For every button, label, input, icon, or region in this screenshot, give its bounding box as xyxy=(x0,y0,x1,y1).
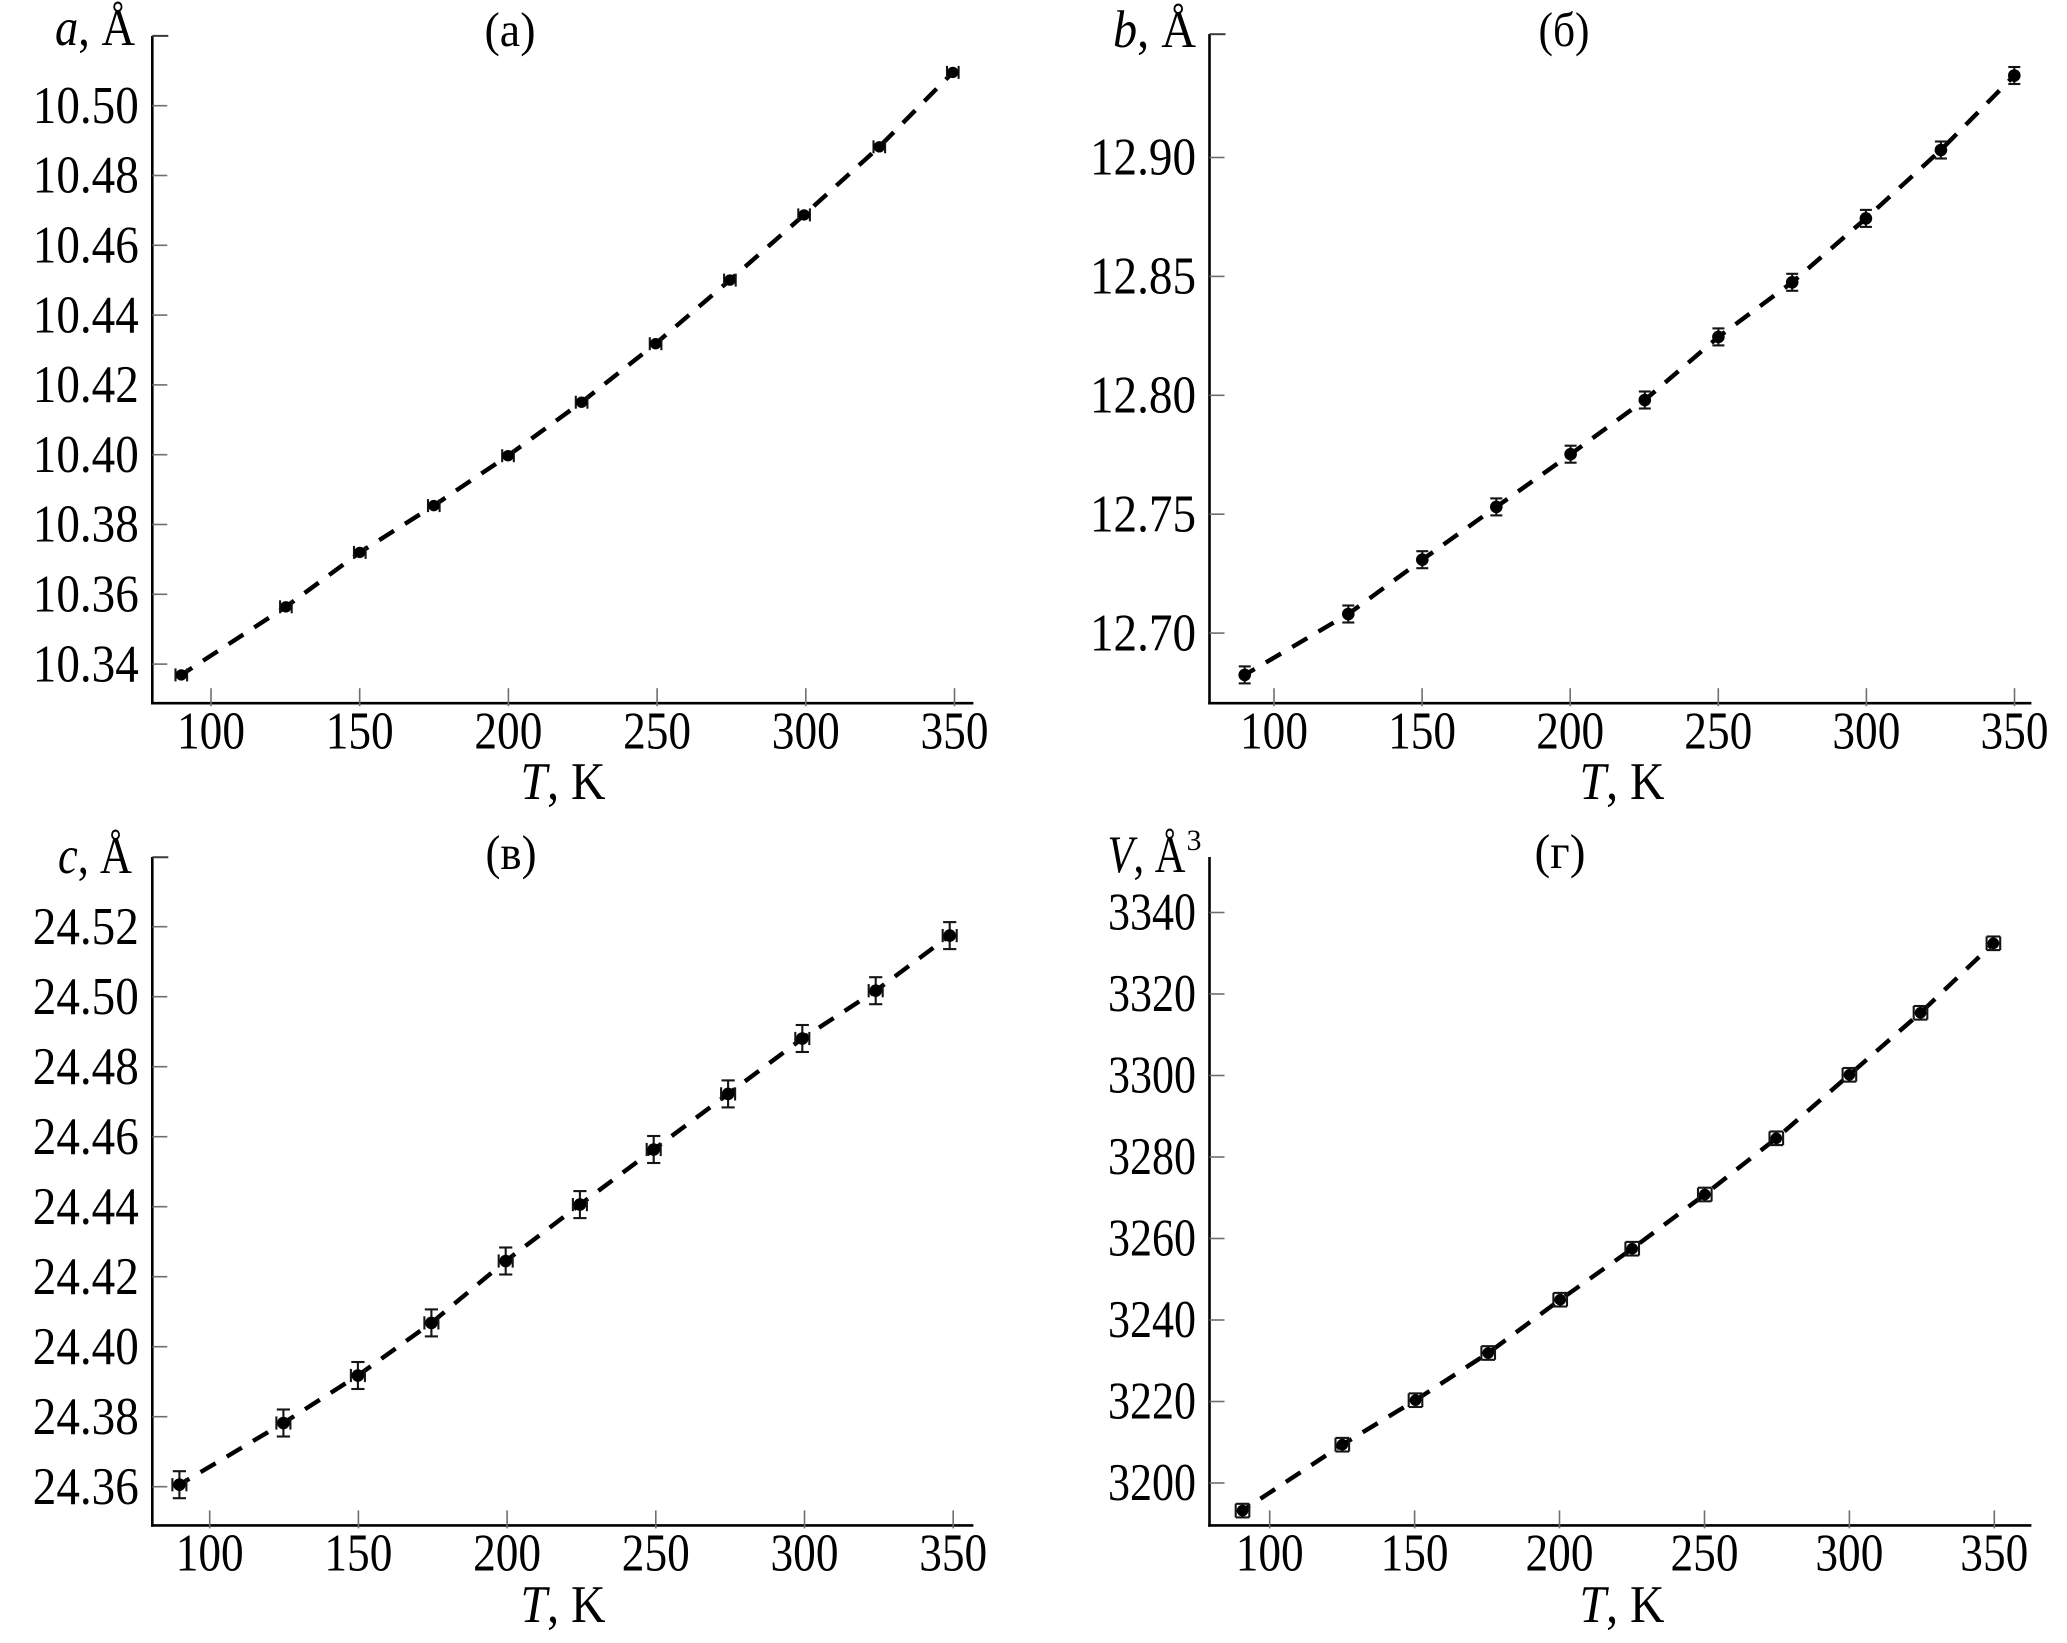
svg-text:(в): (в) xyxy=(486,827,537,880)
svg-text:c, Å: c, Å xyxy=(58,827,132,885)
svg-text:T, K: T, K xyxy=(1580,753,1665,811)
svg-text:200: 200 xyxy=(1526,1525,1594,1583)
svg-text:12.85: 12.85 xyxy=(1090,248,1196,306)
svg-text:12.80: 12.80 xyxy=(1090,367,1196,425)
svg-text:T, K: T, K xyxy=(521,1576,606,1634)
svg-text:12.70: 12.70 xyxy=(1090,604,1196,662)
svg-text:12.90: 12.90 xyxy=(1090,129,1196,187)
svg-text:24.40: 24.40 xyxy=(33,1318,139,1376)
svg-text:12.75: 12.75 xyxy=(1090,485,1196,543)
svg-text:10.38: 10.38 xyxy=(33,496,139,554)
svg-text:3340: 3340 xyxy=(1108,884,1196,942)
svg-text:200: 200 xyxy=(473,1525,541,1583)
svg-text:T, K: T, K xyxy=(521,753,606,811)
svg-text:250: 250 xyxy=(1684,703,1752,761)
svg-text:(a): (a) xyxy=(485,4,536,57)
svg-text:150: 150 xyxy=(324,1525,392,1583)
svg-text:200: 200 xyxy=(474,703,542,761)
svg-text:150: 150 xyxy=(1381,1525,1449,1583)
svg-text:10.34: 10.34 xyxy=(33,635,139,693)
svg-text:24.50: 24.50 xyxy=(33,968,139,1026)
svg-text:a, Å: a, Å xyxy=(55,0,135,57)
svg-text:3200: 3200 xyxy=(1108,1454,1196,1512)
svg-text:250: 250 xyxy=(1671,1525,1739,1583)
svg-text:150: 150 xyxy=(1388,703,1456,761)
svg-text:300: 300 xyxy=(1815,1525,1883,1583)
svg-text:3220: 3220 xyxy=(1108,1373,1196,1431)
svg-text:24.36: 24.36 xyxy=(33,1458,139,1516)
svg-text:24.44: 24.44 xyxy=(33,1178,139,1236)
svg-text:100: 100 xyxy=(1240,703,1308,761)
svg-text:350: 350 xyxy=(921,703,989,761)
svg-text:3260: 3260 xyxy=(1108,1210,1196,1268)
svg-text:10.48: 10.48 xyxy=(33,147,139,205)
svg-text:T, K: T, K xyxy=(1580,1576,1665,1634)
svg-text:3300: 3300 xyxy=(1108,1047,1196,1105)
svg-text:24.52: 24.52 xyxy=(33,898,139,956)
svg-text:24.48: 24.48 xyxy=(33,1038,139,1096)
svg-text:200: 200 xyxy=(1536,703,1604,761)
svg-text:10.40: 10.40 xyxy=(33,426,139,484)
svg-text:3280: 3280 xyxy=(1108,1128,1196,1186)
svg-text:100: 100 xyxy=(176,1525,244,1583)
svg-text:24.46: 24.46 xyxy=(33,1108,139,1166)
svg-text:10.46: 10.46 xyxy=(33,217,139,275)
svg-text:10.42: 10.42 xyxy=(33,356,139,414)
svg-text:250: 250 xyxy=(623,703,691,761)
svg-text:3320: 3320 xyxy=(1108,965,1196,1023)
svg-text:24.38: 24.38 xyxy=(33,1388,139,1446)
svg-text:300: 300 xyxy=(772,703,840,761)
svg-text:300: 300 xyxy=(771,1525,839,1583)
svg-text:350: 350 xyxy=(1981,703,2049,761)
svg-text:10.36: 10.36 xyxy=(33,566,139,624)
svg-text:100: 100 xyxy=(177,703,245,761)
svg-text:150: 150 xyxy=(326,703,394,761)
svg-text:10.50: 10.50 xyxy=(33,77,139,135)
svg-text:3: 3 xyxy=(1187,824,1202,857)
svg-text:350: 350 xyxy=(1960,1525,2028,1583)
svg-text:(б): (б) xyxy=(1539,4,1590,57)
svg-text:V, Å: V, Å xyxy=(1108,826,1186,884)
svg-text:10.44: 10.44 xyxy=(33,286,139,344)
svg-text:300: 300 xyxy=(1832,703,1900,761)
svg-text:(г): (г) xyxy=(1535,826,1586,879)
svg-text:350: 350 xyxy=(919,1525,987,1583)
svg-text:100: 100 xyxy=(1236,1525,1304,1583)
svg-text:b, Å: b, Å xyxy=(1113,1,1196,59)
svg-text:3240: 3240 xyxy=(1108,1291,1196,1349)
svg-text:250: 250 xyxy=(622,1525,690,1583)
svg-text:24.42: 24.42 xyxy=(33,1248,139,1306)
